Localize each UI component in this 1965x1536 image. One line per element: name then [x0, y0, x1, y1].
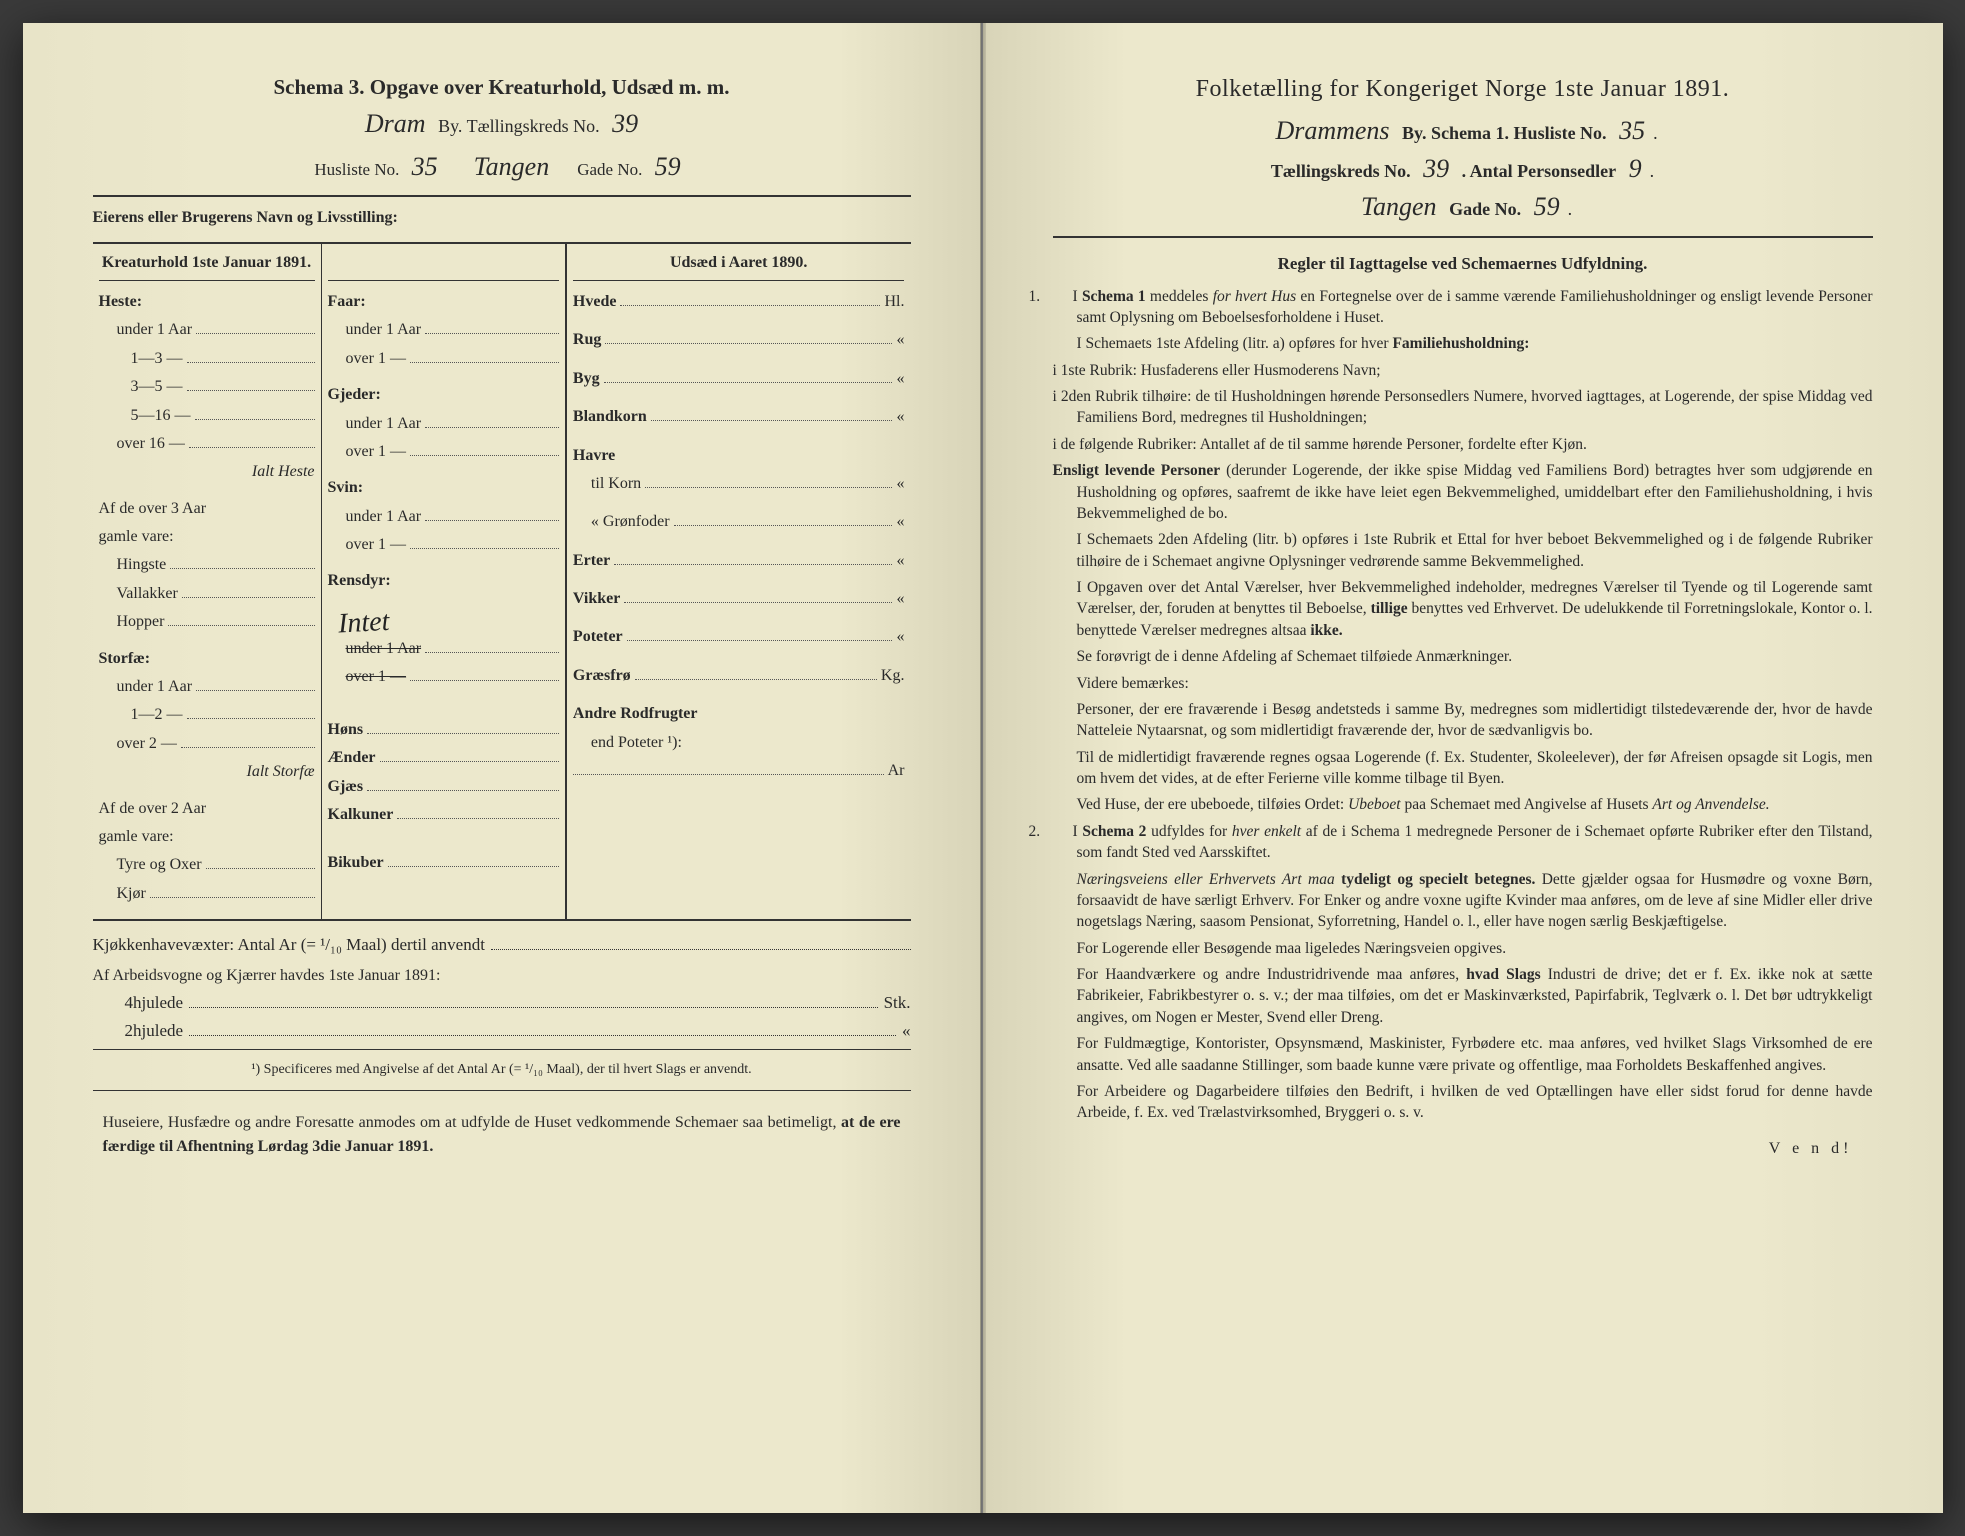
rules-body: 1.I Schema 1 meddeles for hvert Hus en F…	[1053, 286, 1873, 1124]
left-city-handwritten: Dram	[357, 106, 434, 142]
left-title: Schema 3. Opgave over Kreaturhold, Udsæd…	[93, 73, 911, 102]
kreatur-col2: Faar: under 1 Aar over 1 — Gjeder: under…	[322, 244, 567, 920]
rules-heading: Regler til Iagttagelse ved Schemaernes U…	[1053, 252, 1873, 276]
left-footnote: ¹) Specificeres med Angivelse af det Ant…	[123, 1060, 881, 1080]
left-husliste-no: 35	[404, 149, 446, 185]
kreatur-col1: Kreaturhold 1ste Januar 1891. Heste: und…	[93, 244, 322, 920]
right-city-handwritten: Drammens	[1267, 113, 1397, 149]
left-page: Schema 3. Opgave over Kreaturhold, Udsæd…	[23, 23, 983, 1513]
right-page: Folketælling for Kongeriget Norge 1ste J…	[983, 23, 1943, 1513]
right-kreds-no: 39	[1415, 151, 1457, 187]
kjokken-row: Kjøkkenhavevæxter: Antal Ar (= ¹/₁₀ Maal…	[93, 933, 911, 957]
vend-label: V e n d!	[1053, 1138, 1873, 1160]
right-street-handwritten: Tangen	[1353, 189, 1445, 225]
udsaed-col: Udsæd i Aaret 1890. HvedeHl. Rug« Byg« B…	[567, 244, 911, 920]
left-gade-no: 59	[647, 149, 689, 185]
book-spine	[980, 23, 986, 1513]
left-kreds-no: 39	[604, 106, 646, 142]
right-husliste-no: 35	[1611, 113, 1653, 149]
left-husliste-row: Husliste No. 35 Tangen Gade No. 59	[93, 149, 911, 185]
arbeidsvogne-head: Af Arbeidsvogne og Kjærrer havdes 1ste J…	[93, 965, 911, 987]
left-bottom-note: Huseiere, Husfædre og andre Foresatte an…	[103, 1111, 901, 1159]
left-street-handwritten: Tangen	[466, 149, 558, 185]
right-gade-no: 59	[1526, 189, 1568, 225]
right-antal-no: 9	[1621, 151, 1650, 187]
right-title: Folketælling for Kongeriget Norge 1ste J…	[1053, 73, 1873, 107]
left-by-line: Dram By. Tællingskreds No. 39	[93, 106, 911, 142]
owner-label: Eierens eller Brugerens Navn og Livsstil…	[93, 207, 911, 229]
kreatur-table: Kreaturhold 1ste Januar 1891. Heste: und…	[93, 242, 911, 922]
intet-scrawl: Intet	[327, 593, 560, 644]
document-spread: Schema 3. Opgave over Kreaturhold, Udsæd…	[23, 23, 1943, 1513]
